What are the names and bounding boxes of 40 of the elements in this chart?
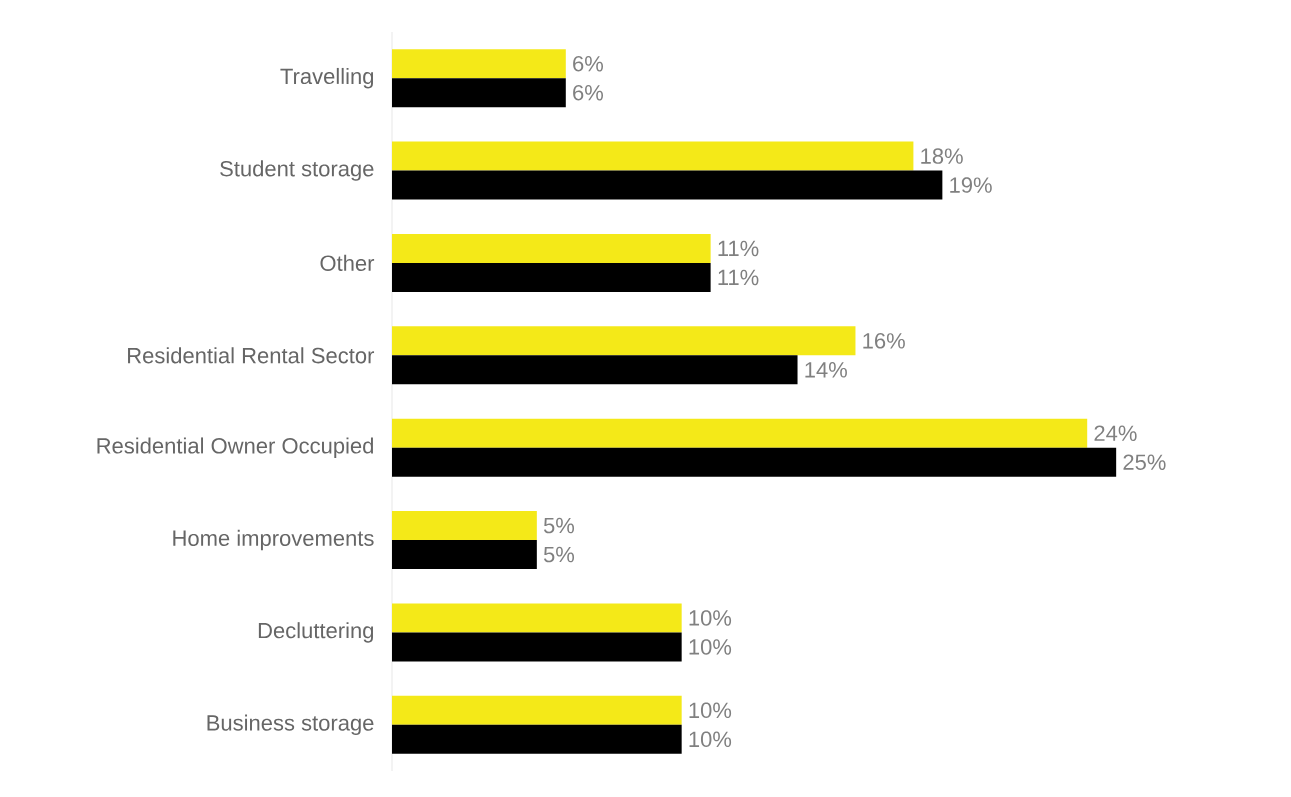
data-label: 19% bbox=[950, 177, 992, 193]
data-label: 25% bbox=[1123, 454, 1166, 470]
y-tick-label: Travelling bbox=[280, 67, 374, 89]
data-label: 10% bbox=[689, 731, 732, 748]
bar bbox=[392, 355, 798, 385]
bar bbox=[392, 78, 566, 108]
bar bbox=[392, 141, 914, 171]
bar bbox=[392, 233, 711, 263]
data-label: 6% bbox=[573, 84, 604, 101]
bar bbox=[392, 418, 1088, 448]
y-tick-label: Other bbox=[320, 254, 375, 272]
bar bbox=[392, 540, 537, 570]
y-tick-label: Student storage bbox=[220, 160, 374, 181]
bar bbox=[392, 262, 711, 292]
y-tick-label: Business storage bbox=[207, 714, 374, 736]
bar bbox=[392, 603, 682, 633]
data-label: 10% bbox=[689, 702, 732, 719]
y-tick-label: Home improvements bbox=[173, 529, 374, 551]
bar bbox=[392, 49, 566, 79]
bar bbox=[392, 511, 537, 541]
data-label: 5% bbox=[543, 517, 575, 534]
data-label: 16% bbox=[863, 333, 905, 349]
bar bbox=[392, 632, 682, 662]
data-label: 10% bbox=[689, 610, 732, 626]
data-label: 10% bbox=[689, 639, 732, 655]
data-label: 6% bbox=[573, 55, 604, 72]
y-tick-label: Decluttering bbox=[258, 622, 374, 643]
bar bbox=[392, 447, 1117, 477]
data-label: 18% bbox=[921, 148, 963, 164]
y-tick-label: Residential Rental Sector bbox=[128, 347, 375, 364]
data-label: 24% bbox=[1094, 425, 1137, 441]
data-label: 14% bbox=[805, 362, 847, 378]
bar bbox=[392, 170, 943, 200]
y-tick-label: Residential Owner Occupied bbox=[97, 437, 373, 458]
data-label: 5% bbox=[543, 546, 575, 563]
data-label: 11% bbox=[718, 269, 759, 286]
bar bbox=[392, 695, 682, 725]
data-label: 11% bbox=[718, 240, 759, 257]
bar bbox=[392, 326, 856, 356]
bar bbox=[392, 724, 682, 754]
